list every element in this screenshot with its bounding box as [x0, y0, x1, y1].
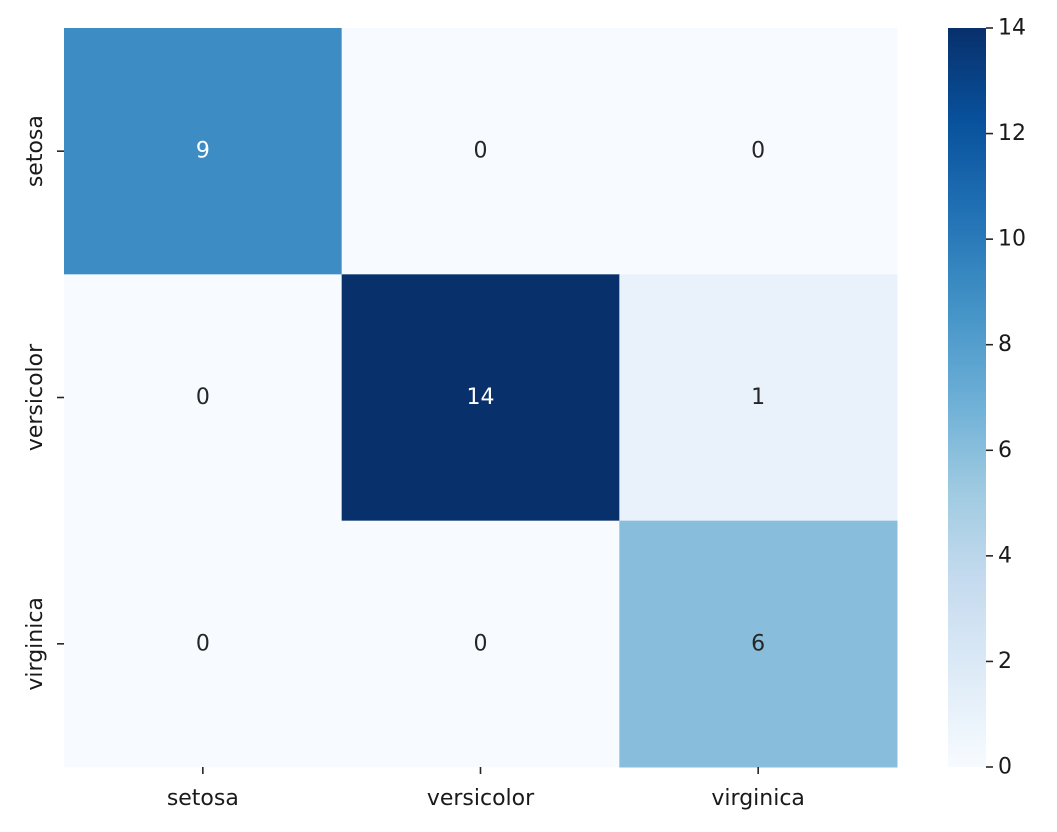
cell-value-label: 0 — [196, 385, 210, 410]
cell-value-label: 0 — [474, 139, 488, 164]
x-tick-label-versicolor: versicolor — [427, 786, 535, 811]
heatmap-cell-virginica-setosa — [64, 520, 343, 768]
heatmap-cell-setosa-setosa — [64, 28, 343, 275]
cell-value-label: 9 — [196, 139, 210, 164]
cell-value-label: 1 — [751, 385, 765, 410]
heatmap-cell-versicolor-virginica — [619, 274, 898, 522]
colorbar-gradient — [948, 28, 986, 767]
heatmap-grid: 9 0 0 0 14 1 0 0 6 — [64, 28, 898, 768]
cell-value-label: 0 — [751, 139, 765, 164]
cell-value-label: 0 — [196, 631, 210, 656]
y-tick-label-setosa: setosa — [23, 115, 48, 187]
x-tick-label-virginica: virginica — [711, 786, 805, 811]
cell-value-label: 0 — [474, 631, 488, 656]
colorbar-tick-label: 14 — [998, 16, 1026, 41]
colorbar-tick-label: 10 — [998, 227, 1026, 252]
colorbar-tick-label: 8 — [998, 332, 1012, 357]
colorbar-tick-label: 12 — [998, 121, 1026, 146]
x-axis: setosa versicolor virginica — [167, 767, 805, 811]
cell-value-label: 14 — [467, 385, 495, 410]
heatmap-cell-virginica-versicolor — [341, 520, 620, 768]
heatmap-cell-versicolor-versicolor — [341, 274, 620, 522]
colorbar-tick-label: 4 — [998, 543, 1012, 568]
colorbar-tick-label: 0 — [998, 755, 1012, 780]
y-tick-label-virginica: virginica — [23, 597, 48, 691]
y-axis: setosa versicolor virginica — [23, 115, 64, 691]
colorbar-tick-label: 2 — [998, 649, 1012, 674]
y-tick-label-versicolor: versicolor — [23, 343, 48, 451]
colorbar: 0 2 4 6 8 10 12 14 — [948, 16, 1026, 780]
heatmap-cell-versicolor-setosa — [64, 274, 343, 522]
x-tick-label-setosa: setosa — [167, 786, 239, 811]
cell-value-label: 6 — [751, 631, 765, 656]
colorbar-tick-label: 6 — [998, 438, 1012, 463]
heatmap-cell-setosa-virginica — [619, 28, 898, 275]
heatmap-cell-virginica-virginica — [619, 520, 898, 768]
heatmap-cell-setosa-versicolor — [341, 28, 620, 275]
